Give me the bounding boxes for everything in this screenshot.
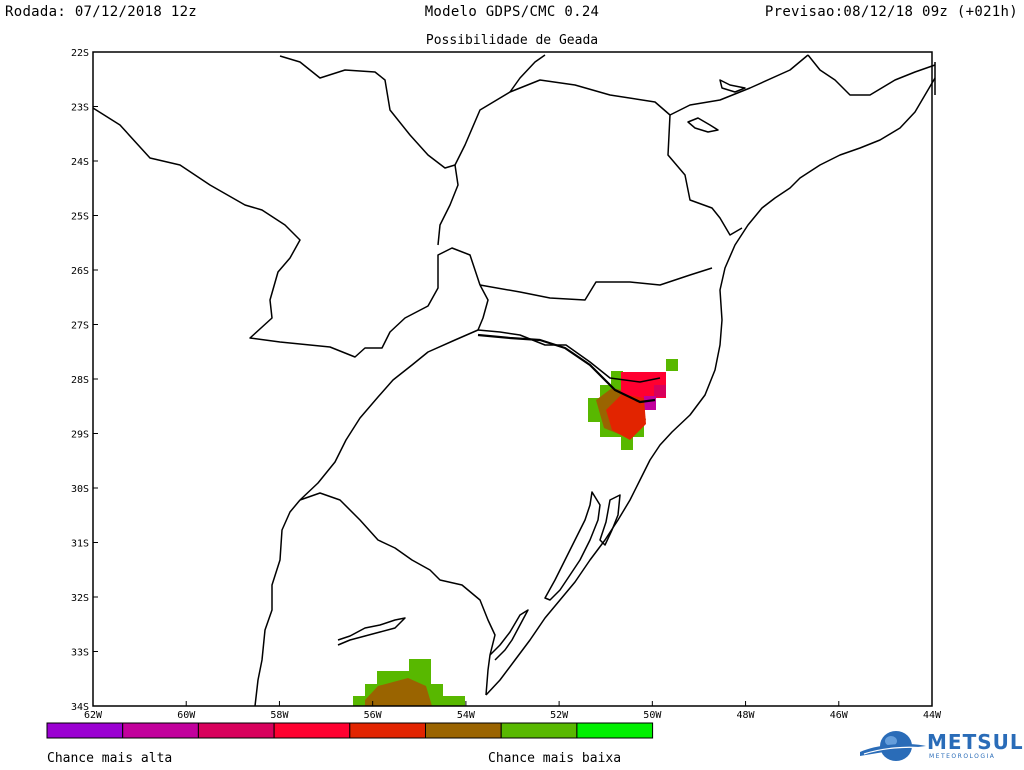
legend-swatch	[122, 722, 199, 739]
model-title: Modelo GDPS/CMC 0.24	[424, 4, 600, 20]
lat-label: 31S	[71, 539, 89, 550]
axis-ticks	[92, 51, 933, 707]
frost-shading	[353, 359, 678, 706]
legend-swatch	[197, 722, 275, 739]
map-borders	[92, 54, 936, 707]
lat-label: 25S	[71, 212, 89, 223]
logo-subtext: METEOROLOGIA	[929, 753, 996, 760]
lon-label: 44W	[923, 710, 942, 721]
lat-label: 26S	[71, 266, 89, 277]
lon-label: 46W	[830, 710, 849, 721]
lat-label: 30S	[71, 484, 89, 495]
globe-icon	[860, 731, 926, 761]
lat-label: 28S	[71, 375, 89, 386]
lat-label: 27S	[71, 321, 89, 332]
legend-swatch	[576, 722, 654, 739]
map-subtitle: Possibilidade de Geada	[425, 33, 599, 48]
lon-label: 54W	[457, 710, 476, 721]
lon-label: 48W	[737, 710, 756, 721]
lat-label: 23S	[71, 103, 89, 114]
lon-label: 52W	[550, 710, 569, 721]
lon-label: 58W	[270, 710, 289, 721]
map-frame	[92, 51, 933, 707]
lat-label: 22S	[71, 48, 89, 59]
legend-swatch	[425, 722, 502, 739]
legend-high-label: Chance mais alta	[47, 751, 173, 766]
legend-swatch	[273, 722, 351, 739]
lat-label: 24S	[71, 157, 89, 168]
lat-label: 33S	[71, 648, 89, 659]
metsul-logo: METSUL METEOROLOGIA	[858, 724, 1023, 766]
run-time-label: Rodada: 07/12/2018 12z	[5, 4, 198, 20]
legend-swatch	[46, 722, 124, 739]
longitude-labels: 62W 60W 58W 56W 54W 52W 50W 48W 46W 44W	[84, 710, 942, 721]
logo-text: METSUL	[927, 730, 1024, 754]
lon-label: 62W	[84, 710, 103, 721]
lon-label: 50W	[643, 710, 662, 721]
legend-swatch	[349, 722, 426, 739]
legend-low-label: Chance mais baixa	[488, 751, 622, 766]
lat-label: 34S	[71, 702, 89, 713]
forecast-time-label: Previsao:08/12/18 09z (+021h)	[764, 4, 1018, 20]
lat-label: 29S	[71, 430, 89, 441]
legend-colorbar	[46, 722, 654, 739]
legend-swatch	[500, 722, 578, 739]
lat-label: 32S	[71, 593, 89, 604]
lon-label: 56W	[364, 710, 383, 721]
lon-label: 60W	[177, 710, 196, 721]
latitude-labels: 22S 23S 24S 25S 26S 27S 28S 29S 30S 31S 32S 33S 34S	[71, 48, 89, 713]
